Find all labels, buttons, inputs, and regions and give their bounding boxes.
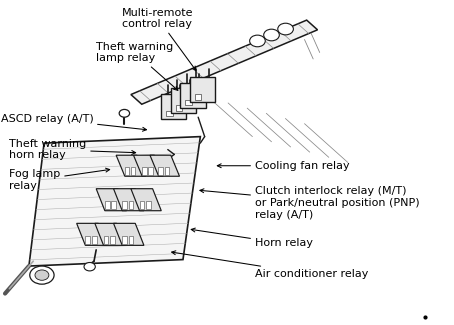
Text: Cooling fan relay: Cooling fan relay — [217, 161, 349, 171]
Polygon shape — [171, 88, 196, 113]
Bar — [142, 167, 147, 175]
Bar — [85, 236, 90, 243]
Bar — [122, 201, 127, 209]
Bar — [166, 111, 173, 116]
Circle shape — [278, 23, 293, 35]
Circle shape — [264, 29, 279, 41]
Bar — [92, 236, 97, 243]
Text: Air conditioner relay: Air conditioner relay — [172, 251, 368, 279]
Circle shape — [250, 35, 265, 47]
Bar — [165, 167, 169, 175]
Text: Horn relay: Horn relay — [191, 228, 313, 248]
Polygon shape — [95, 223, 125, 245]
Polygon shape — [133, 155, 163, 176]
Bar — [129, 201, 133, 209]
Text: Multi-remote
control relay: Multi-remote control relay — [122, 8, 196, 70]
Polygon shape — [161, 94, 187, 119]
Bar — [122, 236, 127, 243]
Polygon shape — [29, 136, 200, 266]
Bar — [104, 236, 109, 243]
Bar — [158, 167, 163, 175]
Circle shape — [35, 270, 49, 280]
Polygon shape — [190, 77, 215, 102]
Polygon shape — [131, 20, 317, 104]
Bar — [131, 167, 135, 175]
Bar — [105, 201, 109, 209]
Text: ASCD relay (A/T): ASCD relay (A/T) — [1, 114, 147, 131]
Polygon shape — [116, 155, 146, 176]
Circle shape — [119, 110, 129, 117]
Bar — [146, 201, 151, 209]
Polygon shape — [114, 189, 144, 211]
Bar — [185, 100, 192, 105]
Polygon shape — [180, 83, 206, 108]
Bar — [110, 236, 115, 243]
Bar — [195, 94, 201, 100]
Circle shape — [84, 263, 95, 271]
Polygon shape — [77, 223, 107, 245]
Bar — [176, 105, 182, 111]
Text: Theft warning
lamp relay: Theft warning lamp relay — [96, 42, 178, 90]
Bar — [139, 201, 144, 209]
Polygon shape — [96, 189, 127, 211]
Polygon shape — [131, 189, 161, 211]
Polygon shape — [114, 223, 144, 245]
Text: Fog lamp
relay: Fog lamp relay — [10, 168, 109, 191]
Text: Clutch interlock relay (M/T)
or Park/neutral position (PNP)
relay (A/T): Clutch interlock relay (M/T) or Park/neu… — [200, 186, 419, 220]
Polygon shape — [150, 155, 179, 176]
Circle shape — [30, 266, 54, 284]
Bar — [129, 236, 133, 243]
Bar — [148, 167, 153, 175]
Bar — [111, 201, 116, 209]
Text: Theft warning
horn relay: Theft warning horn relay — [10, 139, 136, 160]
Bar — [125, 167, 129, 175]
